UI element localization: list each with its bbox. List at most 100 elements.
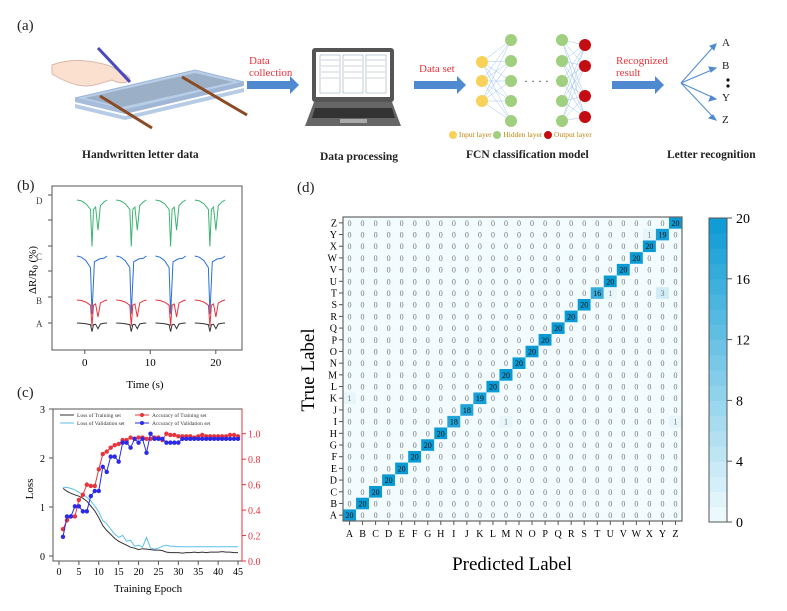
matrix-cell <box>525 485 539 498</box>
colorbar-segment <box>709 370 727 386</box>
matrix-cell-value: 0 <box>543 511 547 520</box>
hand-icon <box>51 46 132 87</box>
matrix-cell <box>590 474 604 486</box>
matrix-cell-value: 0 <box>530 394 534 403</box>
matrix-cell-value: 0 <box>426 277 430 286</box>
series-marker <box>200 436 205 442</box>
matrix-cell-value: 0 <box>660 371 664 380</box>
matrix-cell <box>486 415 500 428</box>
matrix-cell <box>395 439 409 451</box>
matrix-cell <box>538 333 552 346</box>
matrix-cell <box>473 228 487 241</box>
matrix-cell-value: 0 <box>543 406 547 415</box>
matrix-cell <box>395 345 409 358</box>
matrix-cell-value: 0 <box>374 371 378 380</box>
x-tick-label: H <box>437 529 444 540</box>
matrix-cell <box>408 357 422 369</box>
matrix-cell <box>590 462 604 475</box>
matrix-cell-value: 0 <box>439 406 443 415</box>
matrix-cell <box>382 485 396 498</box>
matrix-cell-value: 0 <box>374 394 378 403</box>
matrix-cell-value: 0 <box>426 371 430 380</box>
network-connection <box>481 61 512 122</box>
matrix-cell-value: 0 <box>556 371 560 380</box>
matrix-cell-value: 0 <box>634 406 638 415</box>
matrix-cell-value: 0 <box>478 324 482 333</box>
matrix-cell-value: 0 <box>634 429 638 438</box>
series-marker <box>104 449 109 454</box>
matrix-cell-value: 0 <box>608 312 612 321</box>
matrix-cell <box>473 450 487 463</box>
matrix-cell <box>343 380 357 393</box>
matrix-cell <box>421 485 435 498</box>
matrix-cell-value: 0 <box>634 383 638 392</box>
matrix-cell-value: 0 <box>517 289 521 298</box>
matrix-cell-value: 0 <box>374 464 378 473</box>
matrix-cell <box>668 380 682 393</box>
matrix-cell <box>369 252 383 264</box>
matrix-cell-value: 0 <box>673 254 677 263</box>
matrix-cell <box>473 439 487 451</box>
matrix-cell <box>369 345 383 358</box>
matrix-cell <box>655 252 669 264</box>
matrix-cell-value: 0 <box>543 312 547 321</box>
matrix-cell-value: 0 <box>465 231 469 240</box>
matrix-cell <box>369 228 383 241</box>
matrix-cell-value: 0 <box>660 359 664 368</box>
matrix-cell-value: 0 <box>348 324 352 333</box>
colorbar-segment <box>709 233 727 249</box>
matrix-cell <box>369 369 383 381</box>
colorbar-segment <box>709 218 727 234</box>
matrix-cell <box>486 275 500 288</box>
matrix-cell-value: 0 <box>478 453 482 462</box>
matrix-cell-value: 20 <box>502 371 510 380</box>
matrix-cell-value: 0 <box>595 511 599 520</box>
matrix-cell-value: 20 <box>528 347 536 356</box>
matrix-cell-value: 0 <box>504 488 508 497</box>
matrix-cell <box>434 485 448 498</box>
matrix-cell <box>551 404 565 416</box>
matrix-cell-value: 0 <box>621 336 625 345</box>
matrix-cell <box>629 357 643 369</box>
matrix-cell-value: 0 <box>387 371 391 380</box>
matrix-cell <box>473 287 487 299</box>
matrix-cell-value: 0 <box>439 371 443 380</box>
matrix-cell <box>486 509 500 521</box>
matrix-cell-value: 0 <box>569 347 573 356</box>
matrix-cell-value: 0 <box>517 347 521 356</box>
matrix-cell <box>668 333 682 346</box>
matrix-cell-value: 0 <box>634 242 638 251</box>
y-tick-label: C <box>330 487 337 498</box>
matrix-cell-value: 0 <box>348 266 352 275</box>
matrix-cell <box>525 404 539 416</box>
matrix-cell <box>382 404 396 416</box>
matrix-cell-value: 0 <box>413 289 417 298</box>
matrix-cell <box>473 485 487 498</box>
matrix-cell <box>343 509 357 521</box>
matrix-cell-value: 0 <box>517 418 521 427</box>
matrix-cell-value: 0 <box>491 394 495 403</box>
matrix-cell <box>642 392 656 405</box>
matrix-cell <box>408 240 422 253</box>
series-marker <box>96 467 101 472</box>
y-tick-label: D <box>330 476 337 487</box>
matrix-cell-value: 0 <box>530 336 534 345</box>
matrix-cell-value: 0 <box>621 441 625 450</box>
matrix-cell-value: 0 <box>582 406 586 415</box>
matrix-cell <box>603 298 617 311</box>
matrix-cell-value: 20 <box>372 488 380 497</box>
matrix-cell-value: 0 <box>569 464 573 473</box>
x-tick-label: V <box>620 529 628 540</box>
matrix-cell-value: 0 <box>491 499 495 508</box>
matrix-cell-value: 0 <box>660 464 664 473</box>
matrix-cell <box>343 287 357 299</box>
caption-fcn-model: FCN classification model <box>466 149 589 161</box>
matrix-cell <box>447 240 461 253</box>
matrix-cell-value: 0 <box>361 289 365 298</box>
matrix-cell <box>616 380 630 393</box>
matrix-cell-value: 0 <box>621 219 625 228</box>
matrix-cell-value: 0 <box>452 266 456 275</box>
matrix-cell <box>655 392 669 405</box>
matrix-cell-value: 0 <box>608 441 612 450</box>
matrix-cell-value: 0 <box>348 347 352 356</box>
